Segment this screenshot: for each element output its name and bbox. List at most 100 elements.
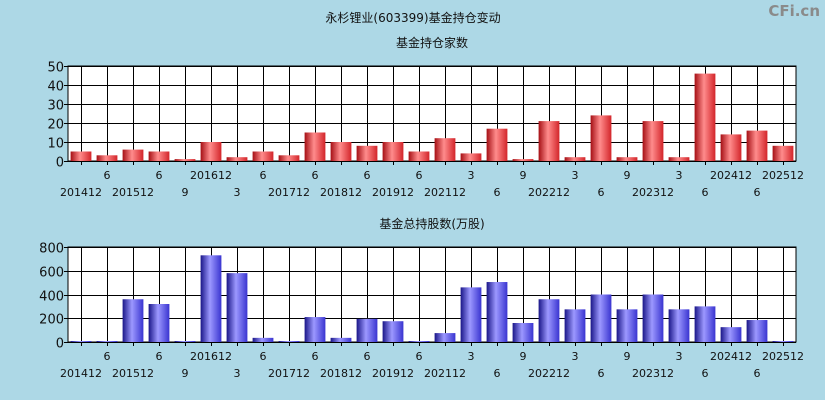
x-tick-label: 3 [676,169,683,182]
y-tick-label: 10 [47,137,64,152]
bar [148,304,170,342]
y-tick-label: 20 [47,118,64,133]
bar [200,142,222,161]
x-tick-label: 201612 [190,350,232,363]
bar [668,157,690,161]
y-tick-label: 400 [39,290,64,305]
x-tick-label: 6 [364,350,371,363]
bar [148,151,170,161]
x-tick-label: 6 [312,169,319,182]
x-tick-label: 6 [260,169,267,182]
bar [434,333,456,342]
bar [746,130,768,161]
x-tick-label: 201912 [372,367,414,380]
x-tick-label: 3 [572,350,579,363]
x-tick-label: 6 [260,350,267,363]
bar [174,341,196,342]
x-tick-label: 202212 [528,367,570,380]
x-tick-label: 201812 [320,367,362,380]
x-tick-label: 9 [520,169,527,182]
bar [330,142,352,161]
chart-title: 基金总持股数(万股) [379,216,484,231]
x-tick-label: 6 [494,186,501,199]
chart-main-title: 永杉锂业(603399)基金持仓变动 [325,10,500,25]
bar [746,320,768,342]
x-tick-label: 6 [312,350,319,363]
bar [356,318,378,342]
x-tick-label: 202312 [632,367,674,380]
x-tick-label: 6 [754,186,761,199]
x-tick-label: 6 [702,367,709,380]
bar [538,121,560,161]
x-tick-label: 3 [676,350,683,363]
bar [538,299,560,342]
y-tick-label: 600 [39,266,64,281]
bar [460,153,482,161]
bar [96,155,118,161]
x-tick-label: 201412 [60,367,102,380]
x-tick-label: 6 [156,350,163,363]
bar [772,341,794,342]
bar [252,151,274,161]
bar [278,155,300,161]
x-tick-label: 6 [156,169,163,182]
x-tick-label: 9 [182,186,189,199]
chart-fund-count: 基金持仓家数0102030405020141262015126920161236… [47,35,804,199]
bar [278,341,300,342]
x-tick-label: 9 [624,169,631,182]
y-tick-label: 0 [56,156,64,171]
bar [382,321,404,342]
bar [642,121,664,161]
x-tick-label: 9 [182,367,189,380]
bar [252,337,274,342]
x-tick-label: 6 [598,367,605,380]
bar [226,157,248,161]
bar [590,294,612,342]
bar [434,138,456,161]
bar [122,299,144,342]
x-tick-label: 202412 [710,350,752,363]
bar [668,309,690,342]
x-tick-label: 202212 [528,186,570,199]
x-tick-label: 202512 [762,350,804,363]
bar [304,132,326,161]
bar [616,157,638,161]
x-tick-label: 6 [754,367,761,380]
y-tick-label: 40 [47,80,64,95]
y-tick-label: 0 [56,337,64,352]
x-tick-label: 201912 [372,186,414,199]
bar [642,294,664,342]
bar [486,282,508,342]
bar [694,73,716,161]
x-tick-label: 6 [494,367,501,380]
bar [408,341,430,342]
bar [616,309,638,342]
bar [512,159,534,161]
x-tick-label: 202112 [424,367,466,380]
x-tick-label: 3 [572,169,579,182]
y-tick-label: 200 [39,313,64,328]
x-tick-label: 201512 [112,186,154,199]
bar [70,151,92,161]
x-tick-label: 3 [234,186,241,199]
bar [122,149,144,161]
x-tick-label: 201712 [268,186,310,199]
x-tick-label: 6 [416,350,423,363]
plot-area [67,65,797,162]
bar [382,142,404,161]
x-tick-label: 201412 [60,186,102,199]
chart-title: 基金持仓家数 [396,35,468,50]
bar [720,327,742,342]
x-tick-label: 6 [598,186,605,199]
y-tick-label: 30 [47,99,64,114]
bar [200,255,222,342]
x-tick-label: 3 [468,169,475,182]
bar [304,317,326,342]
x-tick-label: 202512 [762,169,804,182]
x-tick-label: 3 [468,350,475,363]
x-tick-label: 6 [416,169,423,182]
x-tick-label: 9 [520,350,527,363]
bar [96,341,118,342]
bar [694,306,716,342]
